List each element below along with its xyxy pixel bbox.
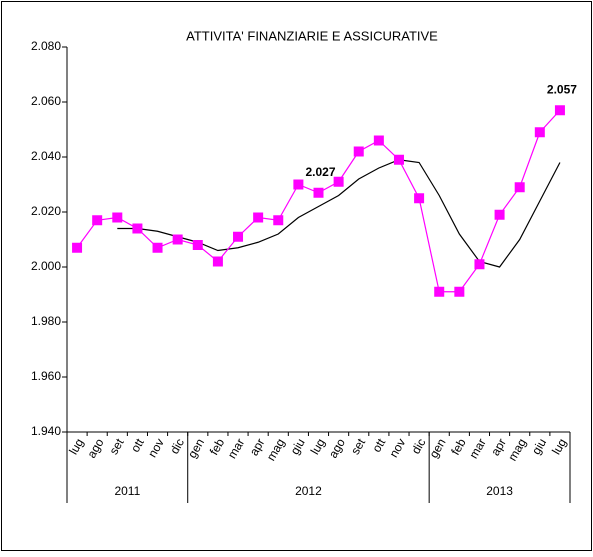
y-tick-label: 2.000 (31, 259, 61, 273)
marker (212, 256, 223, 267)
marker (152, 242, 163, 253)
x-tick-label: dic (167, 436, 187, 456)
marker (554, 105, 565, 116)
marker (192, 240, 203, 250)
marker (333, 176, 344, 187)
group-label: 2012 (295, 484, 322, 498)
marker (253, 212, 264, 223)
data-label: 2.027 (305, 165, 335, 179)
marker (172, 234, 183, 245)
y-tick-label: 1.960 (31, 369, 61, 383)
y-tick-label: 2.080 (31, 39, 61, 53)
group-label: 2013 (486, 484, 513, 498)
marker (474, 259, 485, 270)
marker (494, 209, 505, 220)
marker (373, 135, 384, 146)
marker (92, 215, 103, 226)
x-tick-label: lug (66, 436, 86, 457)
marker (132, 223, 143, 234)
series-line (117, 159, 561, 268)
group-label: 2011 (114, 484, 140, 498)
marker (353, 146, 364, 157)
marker (393, 154, 404, 165)
marker (273, 215, 284, 226)
marker (534, 127, 545, 138)
x-tick-label: lug (549, 436, 569, 457)
y-tick-label: 1.940 (31, 424, 61, 438)
x-tick-label: lug (308, 436, 328, 457)
y-tick-label: 2.040 (31, 149, 61, 163)
chart-title: ATTIVITA' FINANZIARIE E ASSICURATIVE (186, 28, 438, 43)
marker (293, 179, 304, 190)
x-tick-label: giu (288, 436, 308, 457)
marker (454, 286, 465, 297)
marker (72, 242, 83, 253)
x-tick-label: dic (409, 436, 429, 456)
x-tick-label: giu (529, 436, 549, 457)
y-tick-label: 2.060 (31, 94, 61, 108)
marker (514, 182, 525, 193)
marker (112, 212, 123, 223)
data-label: 2.057 (547, 82, 577, 96)
y-tick-label: 2.020 (31, 204, 61, 218)
marker (233, 231, 244, 242)
y-tick-label: 1.980 (31, 314, 61, 328)
marker (313, 187, 324, 198)
marker (434, 286, 445, 297)
marker (414, 193, 425, 204)
